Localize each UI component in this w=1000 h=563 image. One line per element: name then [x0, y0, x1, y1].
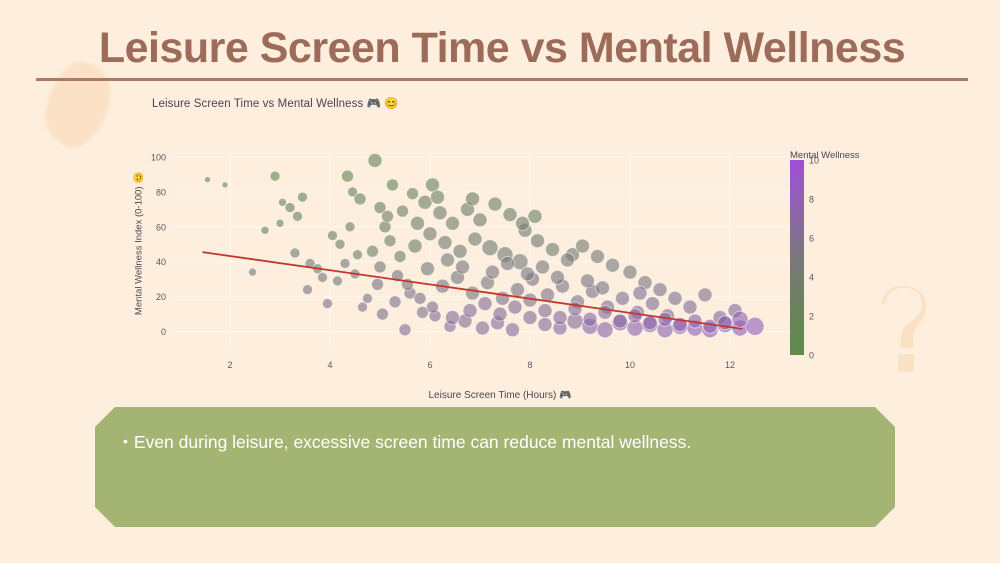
x-axis-label: Leisure Screen Time (Hours) 🎮 — [428, 390, 572, 401]
svg-text:0: 0 — [809, 351, 814, 361]
svg-text:20: 20 — [156, 292, 166, 302]
svg-text:60: 60 — [156, 222, 166, 232]
svg-text:2: 2 — [809, 312, 814, 322]
svg-text:6: 6 — [427, 360, 432, 370]
chart-title: Leisure Screen Time vs Mental Wellness 🎮… — [152, 98, 399, 110]
svg-text:0: 0 — [161, 327, 166, 337]
svg-text:4: 4 — [809, 273, 814, 283]
colorbar-title: Mental Wellness — [790, 150, 860, 161]
svg-text:6: 6 — [809, 234, 814, 244]
svg-text:10: 10 — [809, 156, 819, 166]
svg-text:100: 100 — [151, 152, 166, 162]
svg-text:8: 8 — [527, 360, 532, 370]
scatter-points — [204, 153, 765, 339]
callout-text: • Even during leisure, excessive screen t… — [123, 425, 868, 459]
callout-body: Even during leisure, excessive screen ti… — [133, 432, 692, 452]
svg-text:10: 10 — [625, 360, 635, 370]
svg-text:2: 2 — [227, 360, 232, 370]
svg-text:80: 80 — [156, 187, 166, 197]
y-axis-ticks: 0 20 40 60 80 100 — [151, 152, 166, 337]
page-title: Leisure Screen Time vs Mental Wellness — [36, 25, 968, 82]
colorbar: Mental Wellness 0 2 4 6 8 10 — [790, 150, 900, 380]
svg-text:4: 4 — [327, 360, 332, 370]
bullet-icon: • — [123, 433, 128, 449]
svg-text:12: 12 — [725, 360, 735, 370]
svg-text:40: 40 — [156, 257, 166, 267]
plot-area: Mental Wellness Index (0-100) 😊 Leisure … — [110, 142, 900, 407]
callout-box: • Even during leisure, excessive screen t… — [95, 407, 895, 527]
trendline — [202, 251, 743, 330]
svg-text:8: 8 — [809, 195, 814, 205]
x-axis-ticks: 2 4 6 8 10 12 — [227, 360, 735, 370]
scatter-plot-svg: 2 4 6 8 10 12 0 20 40 60 80 100 — [151, 150, 790, 370]
chart-container: Leisure Screen Time vs Mental Wellness 🎮… — [110, 92, 900, 407]
colorbar-svg: 0 2 4 6 8 10 — [790, 156, 819, 361]
